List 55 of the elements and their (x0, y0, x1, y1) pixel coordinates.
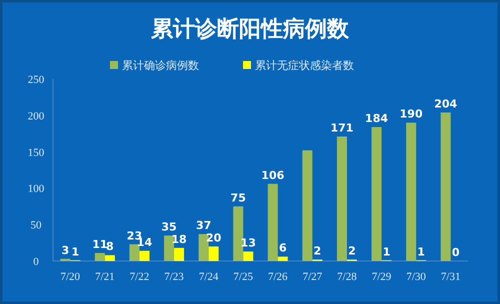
x-tick-label: 7/21 (95, 271, 115, 283)
x-tick-label: 7/31 (440, 271, 460, 283)
data-label: 75 (230, 191, 246, 204)
data-label: 6 (278, 242, 287, 255)
data-label: 0 (452, 246, 460, 259)
bar (268, 184, 278, 261)
bar (406, 122, 416, 261)
data-label: 204 (434, 97, 458, 110)
bar (139, 250, 150, 261)
bar (129, 244, 140, 261)
bar (278, 256, 288, 261)
data-label: 11 (92, 238, 108, 251)
data-label: 184 (365, 112, 388, 126)
legend-label: 累计无症状感染者数 (255, 59, 354, 72)
x-tick-label: 7/22 (130, 271, 150, 283)
bar (243, 252, 254, 261)
y-tick-label: 100 (28, 183, 45, 196)
data-label: 1 (417, 245, 425, 258)
data-label: 3 (61, 244, 70, 257)
bar (302, 150, 312, 261)
data-label: 2 (314, 244, 322, 258)
legend-label: 累计确诊病例数 (122, 59, 199, 72)
y-tick-label: 0 (33, 256, 40, 268)
data-label: 2 (348, 244, 356, 258)
bar (104, 255, 115, 261)
y-tick-label: 150 (28, 146, 45, 159)
x-tick-label: 7/29 (372, 271, 392, 283)
bar (372, 127, 382, 261)
x-tick-label: 7/20 (60, 271, 81, 283)
data-label: 1 (382, 245, 390, 258)
x-tick-label: 7/28 (337, 271, 358, 283)
bar (174, 248, 184, 261)
x-tick-label: 7/27 (302, 271, 323, 283)
data-label: 37 (196, 219, 212, 232)
bar (94, 252, 105, 261)
y-tick-label: 200 (28, 110, 45, 122)
bar (164, 236, 174, 261)
data-label: 190 (400, 108, 423, 121)
x-tick-label: 7/25 (233, 271, 254, 283)
y-tick-label: 250 (28, 74, 45, 86)
data-label: 106 (261, 168, 285, 182)
x-tick-label: 7/24 (198, 271, 219, 283)
data-label: 35 (161, 220, 177, 234)
bar (208, 246, 219, 261)
y-tick-label: 50 (30, 220, 42, 232)
data-label: 8 (106, 240, 114, 254)
x-tick-label: 7/30 (406, 271, 426, 283)
bar (233, 206, 244, 261)
x-tick-label: 7/26 (268, 271, 288, 283)
x-tick-label: 7/23 (164, 271, 184, 283)
bar (336, 136, 347, 261)
data-label: 171 (330, 122, 354, 135)
bar (440, 112, 451, 261)
data-label: 1 (71, 245, 80, 258)
chart-title: 累计诊断阳性病例数 (150, 17, 350, 42)
